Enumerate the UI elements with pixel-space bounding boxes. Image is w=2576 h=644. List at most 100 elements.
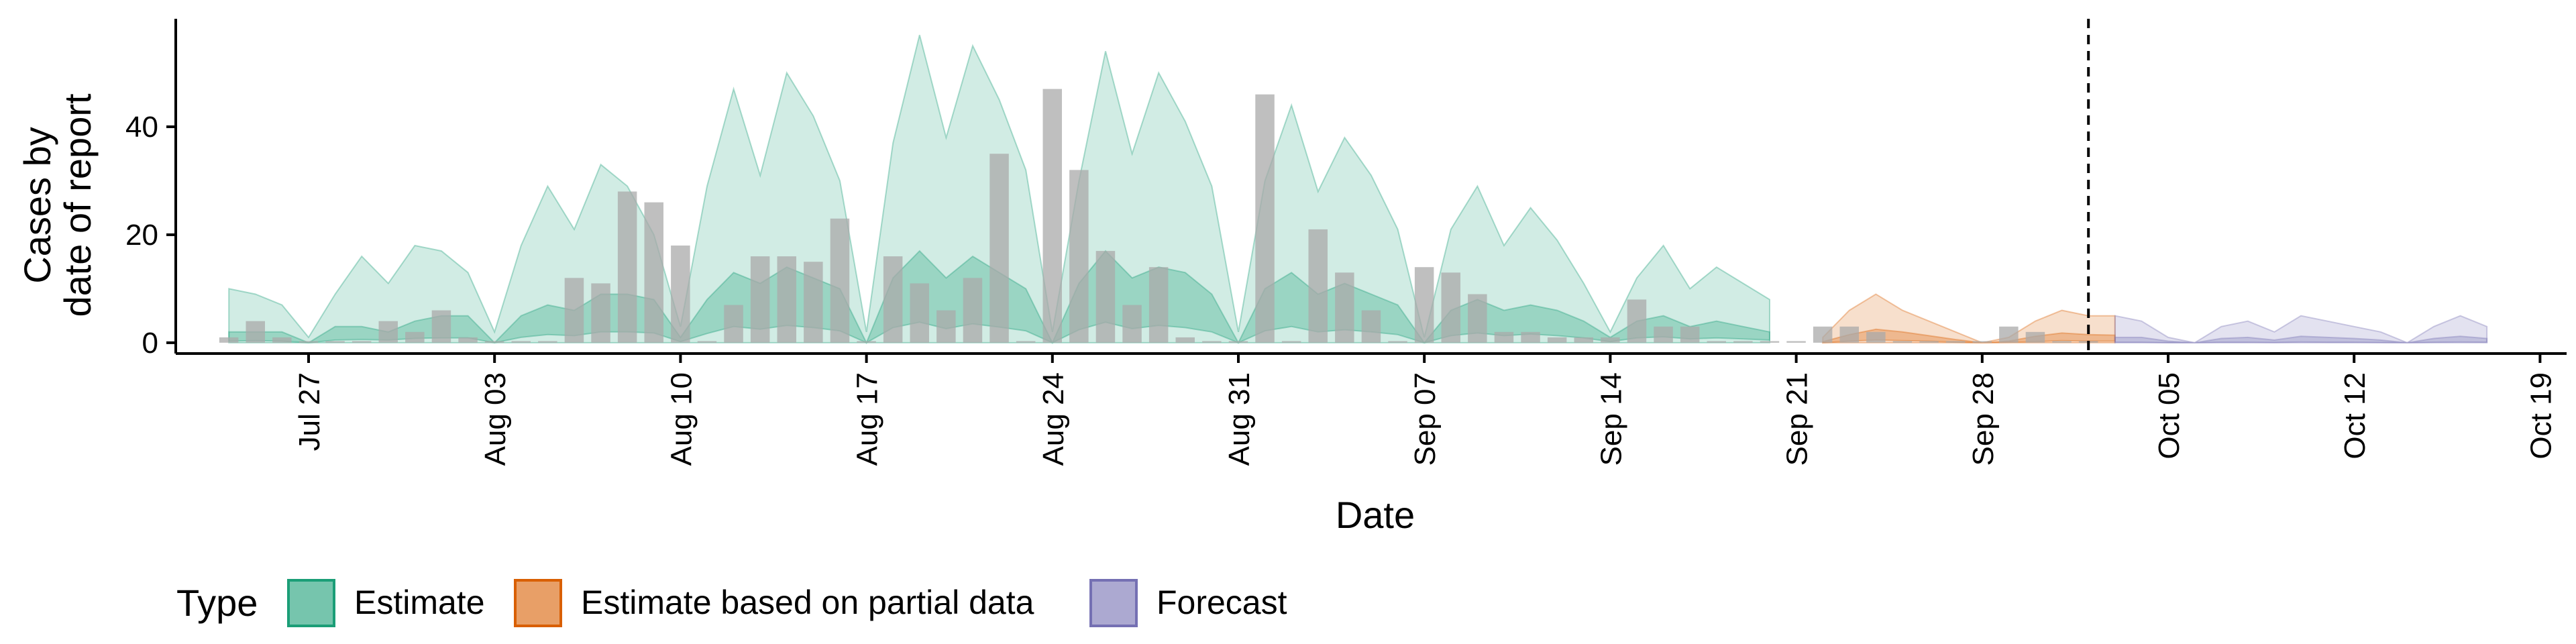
x-tick-label-group-2020-10-05: Oct 05: [2153, 372, 2186, 460]
bar-2020-09-25: [1892, 341, 1913, 343]
ribbon-inner-series-2: [2114, 335, 2488, 343]
x-tick-label-group-2020-08-10: Aug 10: [665, 372, 698, 466]
bar-layer: [219, 89, 2098, 343]
bar-2020-07-28: [325, 341, 345, 343]
legend-title: Type: [176, 582, 258, 624]
x-tick-label-2020-10-12: Oct 12: [2339, 372, 2371, 460]
legend-swatch-forecast: [1089, 579, 1138, 627]
bar-2020-09-15: [1627, 299, 1647, 343]
bar-2020-09-28: [1972, 341, 1992, 343]
bar-2020-09-11: [1521, 331, 1540, 343]
bar-2020-08-20: [936, 310, 956, 343]
x-tick-label-2020-08-24: Aug 24: [1037, 372, 1070, 466]
bar-2020-07-30: [378, 321, 398, 343]
bar-2020-09-03: [1308, 229, 1328, 343]
bar-2020-08-15: [804, 262, 823, 343]
x-tick-label-group-2020-09-14: Sep 14: [1595, 372, 1627, 466]
y-tick-label-0: 0: [142, 327, 158, 360]
bar-2020-09-07: [1414, 267, 1434, 343]
bar-2020-09-12: [1547, 337, 1567, 343]
legend-label-partial: Estimate based on partial data: [581, 584, 1034, 621]
bar-2020-08-22: [989, 154, 1009, 343]
bar-2020-09-10: [1494, 331, 1514, 343]
x-tick-label-group-2020-09-28: Sep 28: [1967, 372, 2000, 466]
x-tick-label-group-2020-08-31: Aug 31: [1223, 372, 1256, 466]
bar-2020-08-16: [830, 218, 850, 343]
bar-2020-08-17: [857, 341, 876, 343]
y-axis-title-line-1: Cases by: [16, 127, 58, 283]
bar-2020-09-06: [1388, 341, 1407, 343]
y-tick-label-20: 20: [125, 219, 158, 252]
legend-swatch-estimate: [287, 579, 335, 627]
legend-item-partial: Estimate based on partial data: [514, 579, 1034, 627]
bar-2020-09-09: [1468, 294, 1487, 343]
bar-2020-08-21: [963, 278, 983, 343]
bar-2020-08-13: [750, 256, 770, 343]
axes-layer: 0 20 40 Jul 27 Aug 03 Aug 10 Aug 17 Aug 24 Aug 3…: [125, 19, 2567, 466]
x-tick-label-group-2020-08-03: Aug 03: [479, 372, 512, 466]
y-axis-title-line-2: date of report: [56, 93, 99, 317]
bar-2020-07-26: [272, 337, 292, 343]
bar-2020-09-05: [1361, 310, 1381, 343]
bar-2020-07-24: [219, 337, 239, 343]
y-tick-label-40: 40: [125, 111, 158, 144]
legend-item-forecast: Forecast: [1089, 579, 1287, 627]
bar-2020-09-29: [1999, 326, 2019, 343]
x-tick-label-2020-08-03: Aug 03: [479, 372, 512, 466]
legend: Type Estimate Estimate based on partial …: [176, 579, 1287, 627]
x-tick-label-2020-10-19: Oct 19: [2524, 372, 2557, 460]
bar-2020-08-27: [1122, 305, 1142, 343]
bar-2020-08-10: [671, 246, 690, 343]
bar-2020-09-08: [1441, 272, 1460, 343]
bar-2020-08-12: [724, 305, 743, 343]
x-axis-title: Date: [1336, 494, 1415, 536]
ribbon-outer-series-2: [2114, 315, 2488, 344]
bar-2020-09-20: [1760, 341, 1780, 343]
legend-item-estimate: Estimate: [287, 579, 485, 627]
legend-label-forecast: Forecast: [1157, 584, 1287, 621]
x-tick-label-2020-09-07: Sep 07: [1409, 372, 1442, 466]
bar-2020-08-04: [511, 341, 531, 343]
bar-2020-08-09: [644, 202, 663, 343]
x-tick-label-2020-09-21: Sep 21: [1781, 372, 1814, 466]
bar-2020-08-29: [1175, 337, 1195, 343]
bar-2020-08-31: [1228, 341, 1248, 343]
x-tick-label-group-2020-09-21: Sep 21: [1781, 372, 1814, 466]
x-tick-label-2020-09-28: Sep 28: [1967, 372, 2000, 466]
x-tick-label-2020-09-14: Sep 14: [1595, 372, 1627, 466]
bar-2020-09-19: [1733, 341, 1753, 343]
bar-2020-08-05: [538, 341, 557, 343]
x-tick-label-group-2020-07-27: Jul 27: [293, 372, 326, 451]
x-tick-label-group-2020-09-07: Sep 07: [1409, 372, 1442, 466]
bar-2020-08-11: [697, 341, 717, 343]
x-tick-label-group-2020-08-17: Aug 17: [851, 372, 884, 466]
bar-2020-07-25: [246, 321, 265, 343]
bar-2020-08-24: [1042, 89, 1062, 343]
x-tick-label-2020-10-05: Oct 05: [2153, 372, 2186, 460]
x-tick-label-2020-08-31: Aug 31: [1223, 372, 1256, 466]
bar-2020-09-23: [1839, 326, 1859, 343]
x-tick-label-group-2020-10-19: Oct 19: [2524, 372, 2557, 460]
bar-2020-09-13: [1574, 337, 1593, 343]
bar-2020-09-27: [1945, 341, 1966, 343]
bar-2020-09-01: [1255, 94, 1275, 343]
bar-2020-09-26: [1919, 341, 1939, 343]
bar-2020-09-18: [1707, 341, 1726, 343]
bar-2020-08-07: [591, 283, 610, 343]
bar-2020-08-18: [883, 256, 903, 343]
bar-2020-08-14: [777, 256, 796, 343]
bar-2020-08-25: [1069, 170, 1089, 343]
bar-2020-08-30: [1202, 341, 1222, 343]
bar-2020-08-08: [617, 191, 637, 343]
bar-2020-10-01: [2052, 341, 2072, 343]
bar-2020-09-16: [1654, 326, 1673, 343]
bar-2020-08-03: [484, 341, 504, 343]
bar-2020-09-14: [1601, 337, 1620, 343]
bar-2020-09-04: [1335, 272, 1354, 343]
bar-2020-07-31: [405, 331, 425, 343]
x-tick-label-group-2020-10-12: Oct 12: [2339, 372, 2371, 460]
bar-2020-09-24: [1866, 331, 1886, 343]
x-tick-label-2020-08-10: Aug 10: [665, 372, 698, 466]
